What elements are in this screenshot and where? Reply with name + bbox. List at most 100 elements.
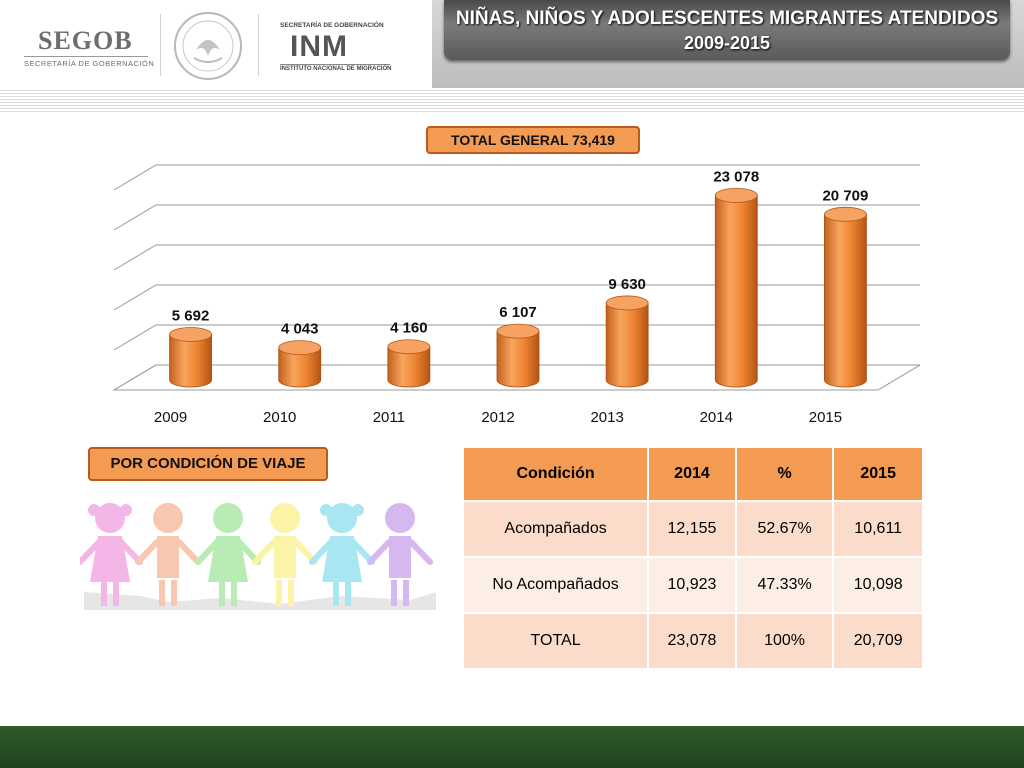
- bar-2014: [714, 194, 758, 388]
- table-header: %: [736, 448, 833, 500]
- table-row: No Acompañados 10,923 47.33% 10,098: [464, 558, 922, 612]
- bar-top-2011: [387, 339, 431, 355]
- chart-floor: [112, 364, 920, 391]
- header: SEGOB SECRETARÍA DE GOBERNACIÓN SECRETAR…: [0, 0, 1024, 88]
- child-head: [385, 503, 415, 533]
- child-hair: [320, 504, 332, 516]
- data-label: 23 078: [713, 168, 759, 185]
- table-cell: TOTAL: [464, 614, 648, 668]
- page-subtitle: 2009-2015: [683, 33, 771, 53]
- x-tick-label: 2012: [481, 409, 514, 426]
- bar-chart: 5 692 2009 4 043 2010 4 160 2011 6 107 2012 9 63…: [112, 164, 920, 426]
- bar-top-2014: [714, 187, 758, 203]
- table-cell: No Acompañados: [464, 558, 648, 612]
- table-cell: 12,155: [649, 502, 735, 556]
- data-label: 5 692: [172, 307, 210, 324]
- child-hair: [352, 504, 364, 516]
- table-cell: 10,098: [834, 558, 922, 612]
- logo-divider: [258, 14, 259, 76]
- child-body: [157, 536, 179, 578]
- inm-top-text: SECRETARÍA DE GOBERNACIÓN: [280, 22, 384, 29]
- section-label: POR CONDICIÓN DE VIAJE: [88, 447, 328, 481]
- table-header: Condición: [464, 448, 648, 500]
- table-cell: 10,923: [649, 558, 735, 612]
- child-arm: [176, 539, 201, 565]
- child-head: [95, 503, 125, 533]
- bar-2015: [824, 213, 867, 388]
- inm-subtitle: INSTITUTO NACIONAL DE MIGRACIÓN: [280, 66, 392, 72]
- segob-subtitle: SECRETARÍA DE GOBERNACIÓN: [24, 59, 155, 68]
- child-leg: [288, 580, 294, 606]
- side-gridline: [113, 204, 157, 231]
- bar-2010: [278, 347, 322, 388]
- table-header: 2014: [649, 448, 735, 500]
- child-body: [208, 536, 248, 582]
- child-leg: [159, 580, 165, 606]
- x-tick-label: 2010: [263, 409, 296, 426]
- table-cell: Acompañados: [464, 502, 648, 556]
- x-tick-label: 2011: [373, 409, 405, 426]
- side-gridline: [113, 164, 157, 191]
- header-stripe: [0, 88, 1024, 114]
- table-header-row: Condición 2014 % 2015: [464, 448, 922, 500]
- child-arm: [252, 539, 277, 565]
- child-head: [327, 503, 357, 533]
- child-head: [213, 503, 243, 533]
- x-tick-label: 2014: [700, 409, 733, 426]
- footer-bar: [0, 726, 1024, 768]
- child-leg: [391, 580, 397, 606]
- logo-divider: [160, 14, 161, 76]
- bar-top-2013: [605, 295, 649, 311]
- bar-2013: [605, 302, 649, 388]
- child-arm: [118, 539, 143, 565]
- segob-rule: [24, 56, 148, 57]
- child-leg: [276, 580, 282, 606]
- ground-shape: [84, 592, 436, 610]
- segob-logo: SEGOB SECRETARÍA DE GOBERNACIÓN: [22, 20, 154, 72]
- children-illustration: [80, 503, 436, 610]
- child-body: [274, 536, 296, 578]
- side-gridline: [113, 284, 157, 311]
- child-hair: [88, 504, 100, 516]
- table-row: Acompañados 12,155 52.67% 10,611: [464, 502, 922, 556]
- child-arm: [195, 539, 220, 565]
- child-arm: [408, 539, 433, 565]
- inm-logo: SECRETARÍA DE GOBERNACIÓN INM INSTITUTO …: [276, 20, 396, 74]
- title-banner: NIÑAS, NIÑOS Y ADOLESCENTES MIGRANTES AT…: [444, 0, 1010, 60]
- table-row: TOTAL 23,078 100% 20,709: [464, 614, 922, 668]
- data-label: 4 160: [390, 320, 428, 337]
- child-arm: [350, 539, 375, 565]
- national-seal-icon: [174, 12, 242, 80]
- child-leg: [101, 580, 107, 606]
- child-hair: [120, 504, 132, 516]
- side-gridline: [113, 324, 157, 351]
- table-cell: 47.33%: [736, 558, 833, 612]
- table-cell: 52.67%: [736, 502, 833, 556]
- data-label: 6 107: [499, 304, 537, 321]
- child-leg: [403, 580, 409, 606]
- segob-wordmark: SEGOB: [38, 26, 133, 55]
- x-tick-label: 2013: [590, 409, 623, 426]
- child-arm: [367, 539, 392, 565]
- bar-top-2012: [496, 323, 540, 339]
- table-cell: 20,709: [834, 614, 922, 668]
- child-head: [270, 503, 300, 533]
- child-leg: [171, 580, 177, 606]
- inm-rule: [280, 64, 390, 65]
- data-label: 4 043: [281, 321, 319, 338]
- bar-2009: [169, 334, 212, 388]
- data-label: 20 709: [822, 187, 868, 204]
- table-cell: 100%: [736, 614, 833, 668]
- x-tick-label: 2015: [809, 409, 842, 426]
- child-body: [389, 536, 411, 578]
- table-header: 2015: [834, 448, 922, 500]
- page-title: NIÑAS, NIÑOS Y ADOLESCENTES MIGRANTES AT…: [455, 8, 999, 29]
- travel-condition-table: Condición 2014 % 2015 Acompañados 12,155…: [462, 446, 924, 670]
- child-leg: [333, 580, 339, 606]
- side-gridline: [113, 244, 157, 271]
- child-arm: [80, 539, 102, 565]
- bar-2012: [496, 330, 540, 388]
- bar-top-2015: [824, 206, 867, 222]
- child-arm: [135, 539, 160, 565]
- bar-top-2009: [169, 327, 212, 342]
